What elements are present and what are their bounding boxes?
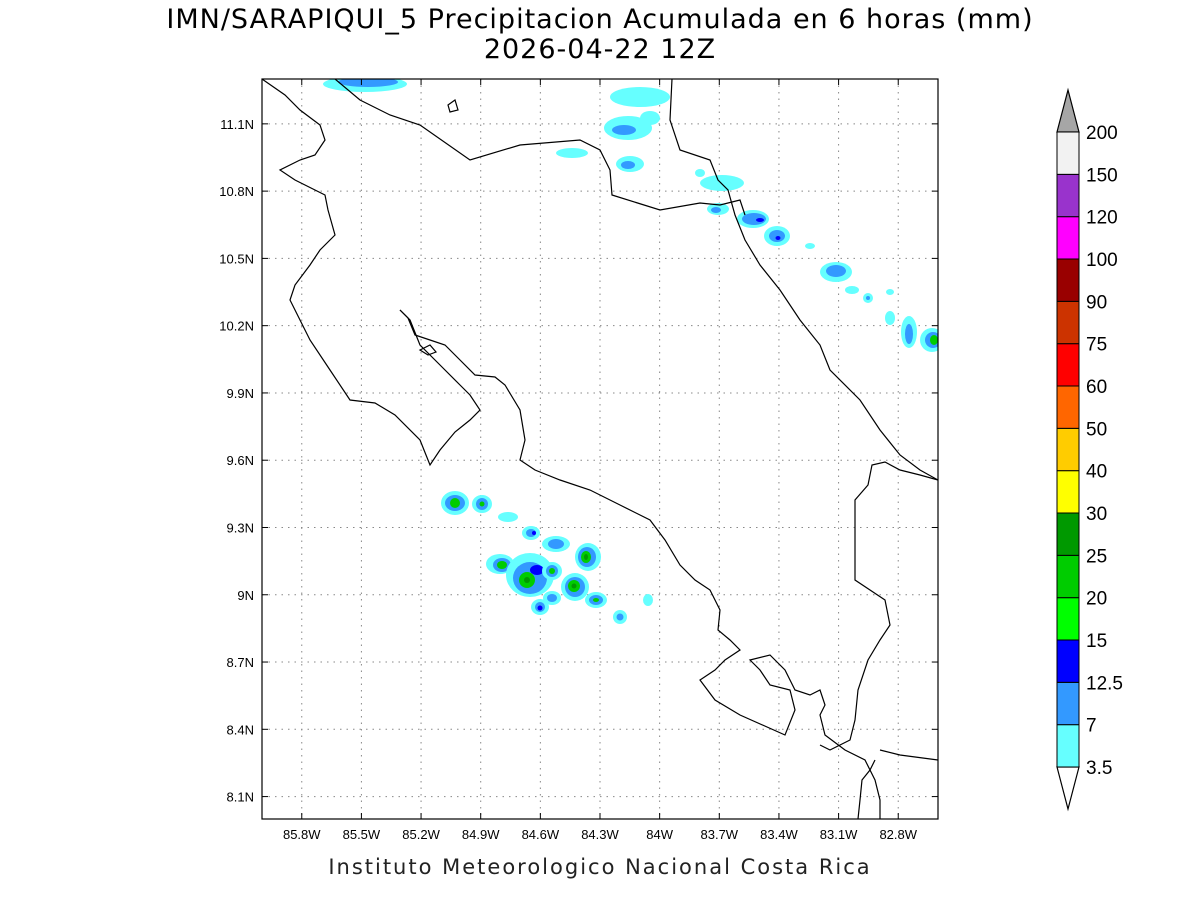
precip-cell-caribbean-coast bbox=[695, 169, 938, 352]
lon-tick-label: 84.9W bbox=[462, 827, 500, 842]
nicaragua-border-coast bbox=[334, 79, 746, 216]
lat-tick-label: 9.3N bbox=[227, 520, 254, 535]
lon-tick-label: 83.7W bbox=[701, 827, 739, 842]
colorbar-swatch bbox=[1056, 724, 1080, 768]
colorbar-level-label: 50 bbox=[1086, 419, 1107, 440]
precipitation-field bbox=[323, 79, 938, 624]
colorbar-swatch bbox=[1056, 681, 1080, 726]
coastline-borders bbox=[262, 79, 938, 819]
island-nicoya bbox=[418, 344, 438, 356]
colorbar-legend: 3.5 7 12.5 15 20 25 30 40 50 60 75 90 100 120 150 200 bbox=[1056, 87, 1123, 812]
panama-border bbox=[819, 461, 938, 751]
colorbar-level-label: 40 bbox=[1086, 462, 1107, 483]
colorbar-swatch bbox=[1056, 385, 1080, 429]
panama-coast bbox=[879, 749, 938, 761]
colorbar-swatch bbox=[1056, 597, 1080, 641]
lon-tick-label: 84W bbox=[646, 827, 673, 842]
lon-tick-label: 85.8W bbox=[283, 827, 321, 842]
colorbar-level-label: 150 bbox=[1086, 165, 1118, 186]
precip-cell-pacific-south bbox=[441, 491, 653, 624]
lon-tick-label: 85.2W bbox=[402, 827, 440, 842]
colorbar-level-label: 75 bbox=[1086, 335, 1107, 356]
colorbar-level-label: 30 bbox=[1086, 504, 1107, 525]
lon-tick-label: 83.4W bbox=[760, 827, 798, 842]
lat-tick-label: 10.5N bbox=[219, 251, 254, 266]
colorbar-swatch bbox=[1056, 173, 1080, 218]
colorbar-swatch bbox=[1056, 300, 1080, 345]
colorbar-level-label: 25 bbox=[1086, 546, 1107, 567]
pacific-coast-north bbox=[262, 79, 481, 467]
colorbar-swatch bbox=[1056, 639, 1080, 683]
lat-tick-label: 8.1N bbox=[227, 790, 254, 805]
colorbar-level-label: 120 bbox=[1086, 208, 1118, 229]
credit-text: Instituto Meteorologico Nacional Costa R… bbox=[328, 855, 872, 879]
colorbar-level-label: 100 bbox=[1086, 250, 1118, 271]
colorbar-level-label: 7 bbox=[1086, 716, 1097, 737]
lat-tick-label: 9.6N bbox=[227, 453, 254, 468]
colorbar-swatch bbox=[1056, 216, 1080, 260]
lat-tick-label: 9N bbox=[237, 588, 254, 603]
gulf-of-nicoya-coast bbox=[399, 309, 881, 819]
precip-cell-north-coast bbox=[323, 79, 407, 92]
lon-tick-label: 85.5W bbox=[343, 827, 381, 842]
map-grid bbox=[262, 79, 938, 819]
colorbar-swatch bbox=[1056, 554, 1080, 599]
lon-tick-label: 84.3W bbox=[581, 827, 619, 842]
lon-tick-label: 84.6W bbox=[522, 827, 560, 842]
colorbar-swatch bbox=[1056, 427, 1080, 472]
colorbar-level-label: 200 bbox=[1086, 123, 1118, 144]
longitude-axis: 85.8W 85.5W 85.2W 84.9W 84.6W 84.3W 84W 83.7W 83… bbox=[283, 79, 918, 842]
latitude-axis: 8.1N 8.4N 8.7N 9N 9.3N 9.6N 9.9N 10.2N 10.5N 10.8… bbox=[219, 117, 938, 805]
colorbar-swatch bbox=[1056, 258, 1080, 302]
colorbar-level-label: 3.5 bbox=[1086, 758, 1112, 779]
lat-tick-label: 10.2N bbox=[219, 319, 254, 334]
colorbar-level-label: 60 bbox=[1086, 377, 1107, 398]
lon-tick-label: 82.8W bbox=[879, 827, 917, 842]
colorbar-min-arrow bbox=[1056, 766, 1080, 812]
precip-cell-caribbean-north bbox=[556, 87, 670, 172]
island-lake bbox=[447, 99, 459, 113]
colorbar-level-label: 12.5 bbox=[1086, 673, 1123, 694]
lat-tick-label: 10.8N bbox=[219, 184, 254, 199]
colorbar-level-label: 90 bbox=[1086, 292, 1107, 313]
lat-tick-label: 8.4N bbox=[227, 722, 254, 737]
colorbar-max-arrow bbox=[1056, 87, 1080, 133]
caribbean-coast bbox=[669, 79, 938, 481]
lat-tick-label: 11.1N bbox=[220, 117, 254, 132]
colorbar-swatch bbox=[1056, 343, 1080, 387]
colorbar-level-label: 15 bbox=[1086, 631, 1107, 652]
colorbar-level-label: 20 bbox=[1086, 589, 1107, 610]
colorbar-swatch bbox=[1056, 131, 1080, 175]
map-title: IMN/SARAPIQUI_5 Precipitacion Acumulada … bbox=[166, 4, 1034, 35]
lat-tick-label: 8.7N bbox=[227, 655, 254, 670]
lat-tick-label: 9.9N bbox=[227, 386, 254, 401]
burica-peninsula bbox=[857, 759, 876, 819]
map-datetime: 2026-04-22 12Z bbox=[483, 34, 717, 65]
colorbar-swatch bbox=[1056, 512, 1080, 556]
colorbar-swatch bbox=[1056, 470, 1080, 514]
lon-tick-label: 83.1W bbox=[820, 827, 858, 842]
